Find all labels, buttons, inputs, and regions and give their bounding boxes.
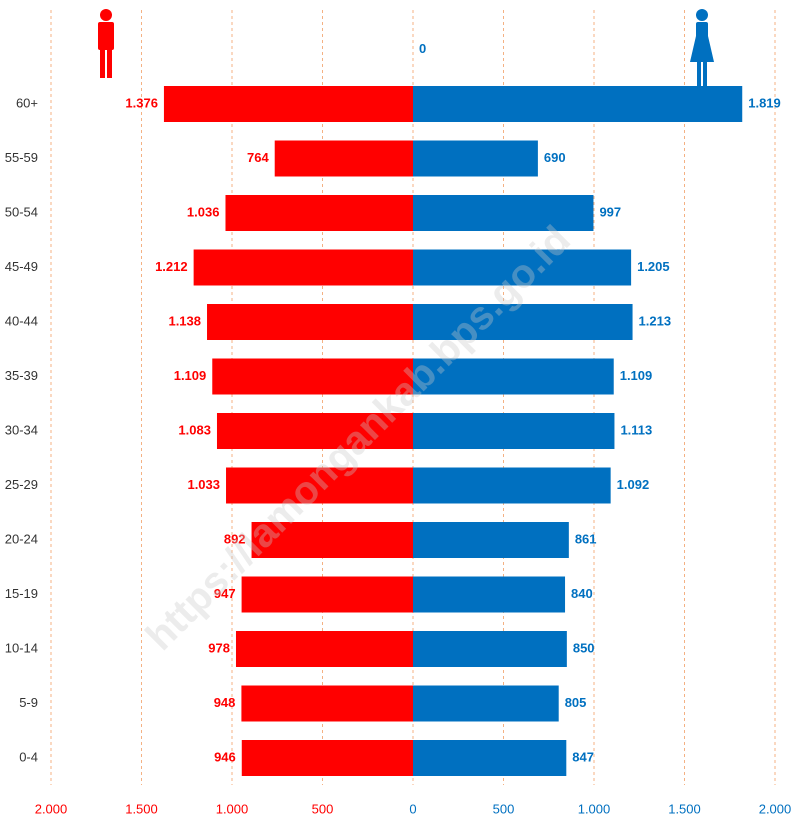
bar [241, 685, 413, 722]
bar [251, 522, 413, 558]
x-tick-label: 1.500 [668, 801, 701, 816]
bar [413, 195, 594, 231]
bar [413, 358, 614, 395]
data-label: 1.033 [187, 477, 220, 492]
bar [241, 740, 413, 776]
data-label: 1.212 [155, 259, 188, 274]
y-tick-label: 45-49 [5, 259, 38, 274]
x-tick-label: 1.000 [578, 801, 611, 816]
data-label: 764 [247, 150, 269, 165]
data-label: 1.205 [637, 259, 670, 274]
x-tick-label: 2.000 [35, 801, 68, 816]
y-tick-label: 15-19 [5, 586, 38, 601]
y-tick-label: 35-39 [5, 368, 38, 383]
bar [216, 413, 413, 449]
bar [207, 304, 413, 340]
female-icon [690, 9, 714, 86]
data-label: 690 [544, 150, 566, 165]
y-tick-label: 20-24 [5, 531, 38, 546]
bar [413, 304, 633, 340]
data-label: 1.213 [639, 313, 672, 328]
data-label: 850 [573, 640, 595, 655]
data-label: 1.092 [617, 477, 650, 492]
data-label: 1.376 [125, 95, 158, 110]
bar [413, 249, 632, 286]
bar [413, 740, 567, 776]
bar [163, 86, 413, 122]
data-label: 946 [214, 749, 236, 764]
bar [413, 685, 559, 722]
data-label: 997 [599, 204, 621, 219]
data-label: 847 [572, 749, 594, 764]
y-tick-label: 40-44 [5, 313, 38, 328]
data-label: 1.113 [620, 422, 652, 437]
bar [413, 631, 567, 667]
bar [413, 522, 569, 558]
data-label: 1.819 [748, 95, 781, 110]
bar [235, 631, 413, 667]
data-label: 978 [208, 640, 230, 655]
bar [241, 576, 413, 613]
bar [212, 358, 413, 395]
data-label: 947 [214, 586, 236, 601]
data-label: 840 [571, 586, 593, 601]
y-tick-label: 50-54 [5, 204, 38, 219]
data-label: 1.083 [178, 422, 211, 437]
bar [413, 86, 743, 122]
y-tick-label: 55-59 [5, 150, 38, 165]
bar [274, 140, 413, 177]
y-tick-label: 30-34 [5, 422, 38, 437]
bar [225, 195, 413, 231]
y-tick-label: 60+ [16, 95, 38, 110]
bar [413, 467, 611, 504]
data-label: 948 [214, 695, 236, 710]
bar [413, 576, 566, 613]
x-tick-label: 0 [409, 801, 416, 816]
bar [193, 249, 413, 286]
y-tick-label: 10-14 [5, 640, 38, 655]
x-tick-label: 1.500 [125, 801, 158, 816]
y-tick-label: 25-29 [5, 477, 38, 492]
data-label: 1.109 [620, 368, 653, 383]
bar [413, 140, 538, 177]
bar [413, 413, 615, 449]
data-label: 1.138 [168, 313, 201, 328]
data-label: 1.109 [174, 368, 207, 383]
data-label: 805 [565, 695, 587, 710]
bar [226, 467, 413, 504]
data-label: 892 [224, 531, 246, 546]
data-label: 861 [575, 531, 597, 546]
x-tick-label: 500 [493, 801, 515, 816]
male-icon [98, 9, 114, 78]
x-tick-label: 2.000 [759, 801, 792, 816]
data-label: 0 [419, 41, 426, 56]
x-tick-label: 1.000 [216, 801, 249, 816]
x-tick-label: 500 [312, 801, 334, 816]
y-tick-label: 5-9 [19, 695, 38, 710]
data-label: 1.036 [187, 204, 220, 219]
y-tick-label: 0-4 [19, 749, 38, 764]
